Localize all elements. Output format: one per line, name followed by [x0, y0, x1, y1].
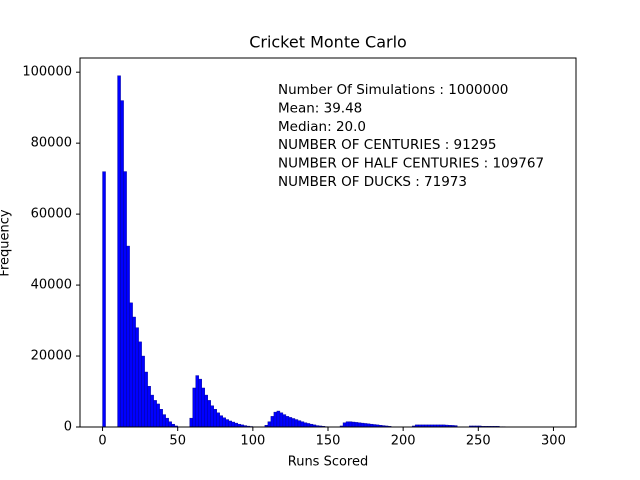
bar [234, 422, 239, 428]
bar [156, 403, 160, 428]
bar [273, 411, 278, 428]
bar [207, 400, 211, 428]
bar [138, 341, 142, 428]
bar [357, 422, 362, 428]
bar [135, 327, 139, 428]
bar [297, 420, 302, 428]
bar [192, 387, 196, 428]
y-tick-label: 100000 [22, 65, 72, 80]
bar [228, 420, 233, 428]
x-tick-label: 150 [316, 434, 341, 449]
annotation: NUMBER OF CENTURIES : 91295 [278, 137, 497, 153]
bar [285, 416, 290, 428]
x-tick-label: 0 [98, 434, 106, 449]
chart-title: Cricket Monte Carlo [249, 33, 407, 52]
bar [294, 419, 299, 428]
bar [150, 394, 154, 428]
bar [348, 421, 353, 428]
annotation: NUMBER OF DUCKS : 71973 [278, 174, 467, 190]
bar [267, 421, 272, 428]
bar [360, 422, 365, 428]
bar [225, 419, 230, 428]
annotation: Median: 20.0 [278, 119, 366, 135]
bar [126, 245, 130, 428]
y-axis-label: Frequency [0, 209, 13, 276]
bar [216, 412, 220, 428]
bar [210, 405, 214, 428]
annotation: NUMBER OF HALF CENTURIES : 109767 [278, 156, 544, 172]
bar [276, 410, 281, 428]
bar [195, 375, 199, 428]
annotation: Mean: 39.48 [278, 100, 362, 116]
bar [165, 417, 169, 428]
bar [300, 421, 305, 428]
bar [132, 316, 136, 428]
bar [153, 400, 157, 428]
bar [123, 171, 127, 428]
bar [231, 421, 236, 428]
x-tick-label: 100 [240, 434, 265, 449]
y-tick-label: 0 [64, 420, 72, 435]
x-axis-label: Runs Scored [288, 455, 369, 470]
bar [141, 355, 145, 428]
bar [282, 414, 287, 428]
annotation: Number Of Simulations : 1000000 [278, 82, 508, 98]
bar [198, 378, 202, 428]
y-tick-label: 80000 [31, 136, 72, 151]
bar [144, 371, 148, 428]
x-tick-label: 200 [391, 434, 416, 449]
bar [279, 412, 284, 428]
bar [222, 417, 226, 428]
bar [204, 394, 208, 428]
bar [342, 422, 347, 428]
x-tick-label: 250 [466, 434, 491, 449]
x-tick-label: 300 [541, 434, 566, 449]
bar [159, 409, 163, 428]
bar [345, 421, 350, 428]
bar [162, 414, 166, 428]
x-tick-label: 50 [169, 434, 186, 449]
bar [168, 421, 172, 428]
bar [354, 422, 359, 428]
bar [351, 421, 356, 428]
bar [291, 418, 296, 428]
bar [117, 75, 121, 428]
bar [219, 415, 223, 428]
y-tick-label: 40000 [31, 278, 72, 293]
bar [102, 171, 106, 428]
y-tick-label: 60000 [31, 207, 72, 222]
bar [303, 422, 308, 428]
bar [288, 417, 293, 428]
bar [201, 387, 205, 428]
bar [189, 417, 193, 428]
bar [147, 385, 151, 428]
bar [270, 416, 275, 428]
bar [306, 423, 311, 428]
bar [129, 302, 133, 428]
bar [363, 423, 368, 428]
bar [213, 409, 217, 428]
bar [120, 100, 124, 428]
y-tick-label: 20000 [31, 349, 72, 364]
